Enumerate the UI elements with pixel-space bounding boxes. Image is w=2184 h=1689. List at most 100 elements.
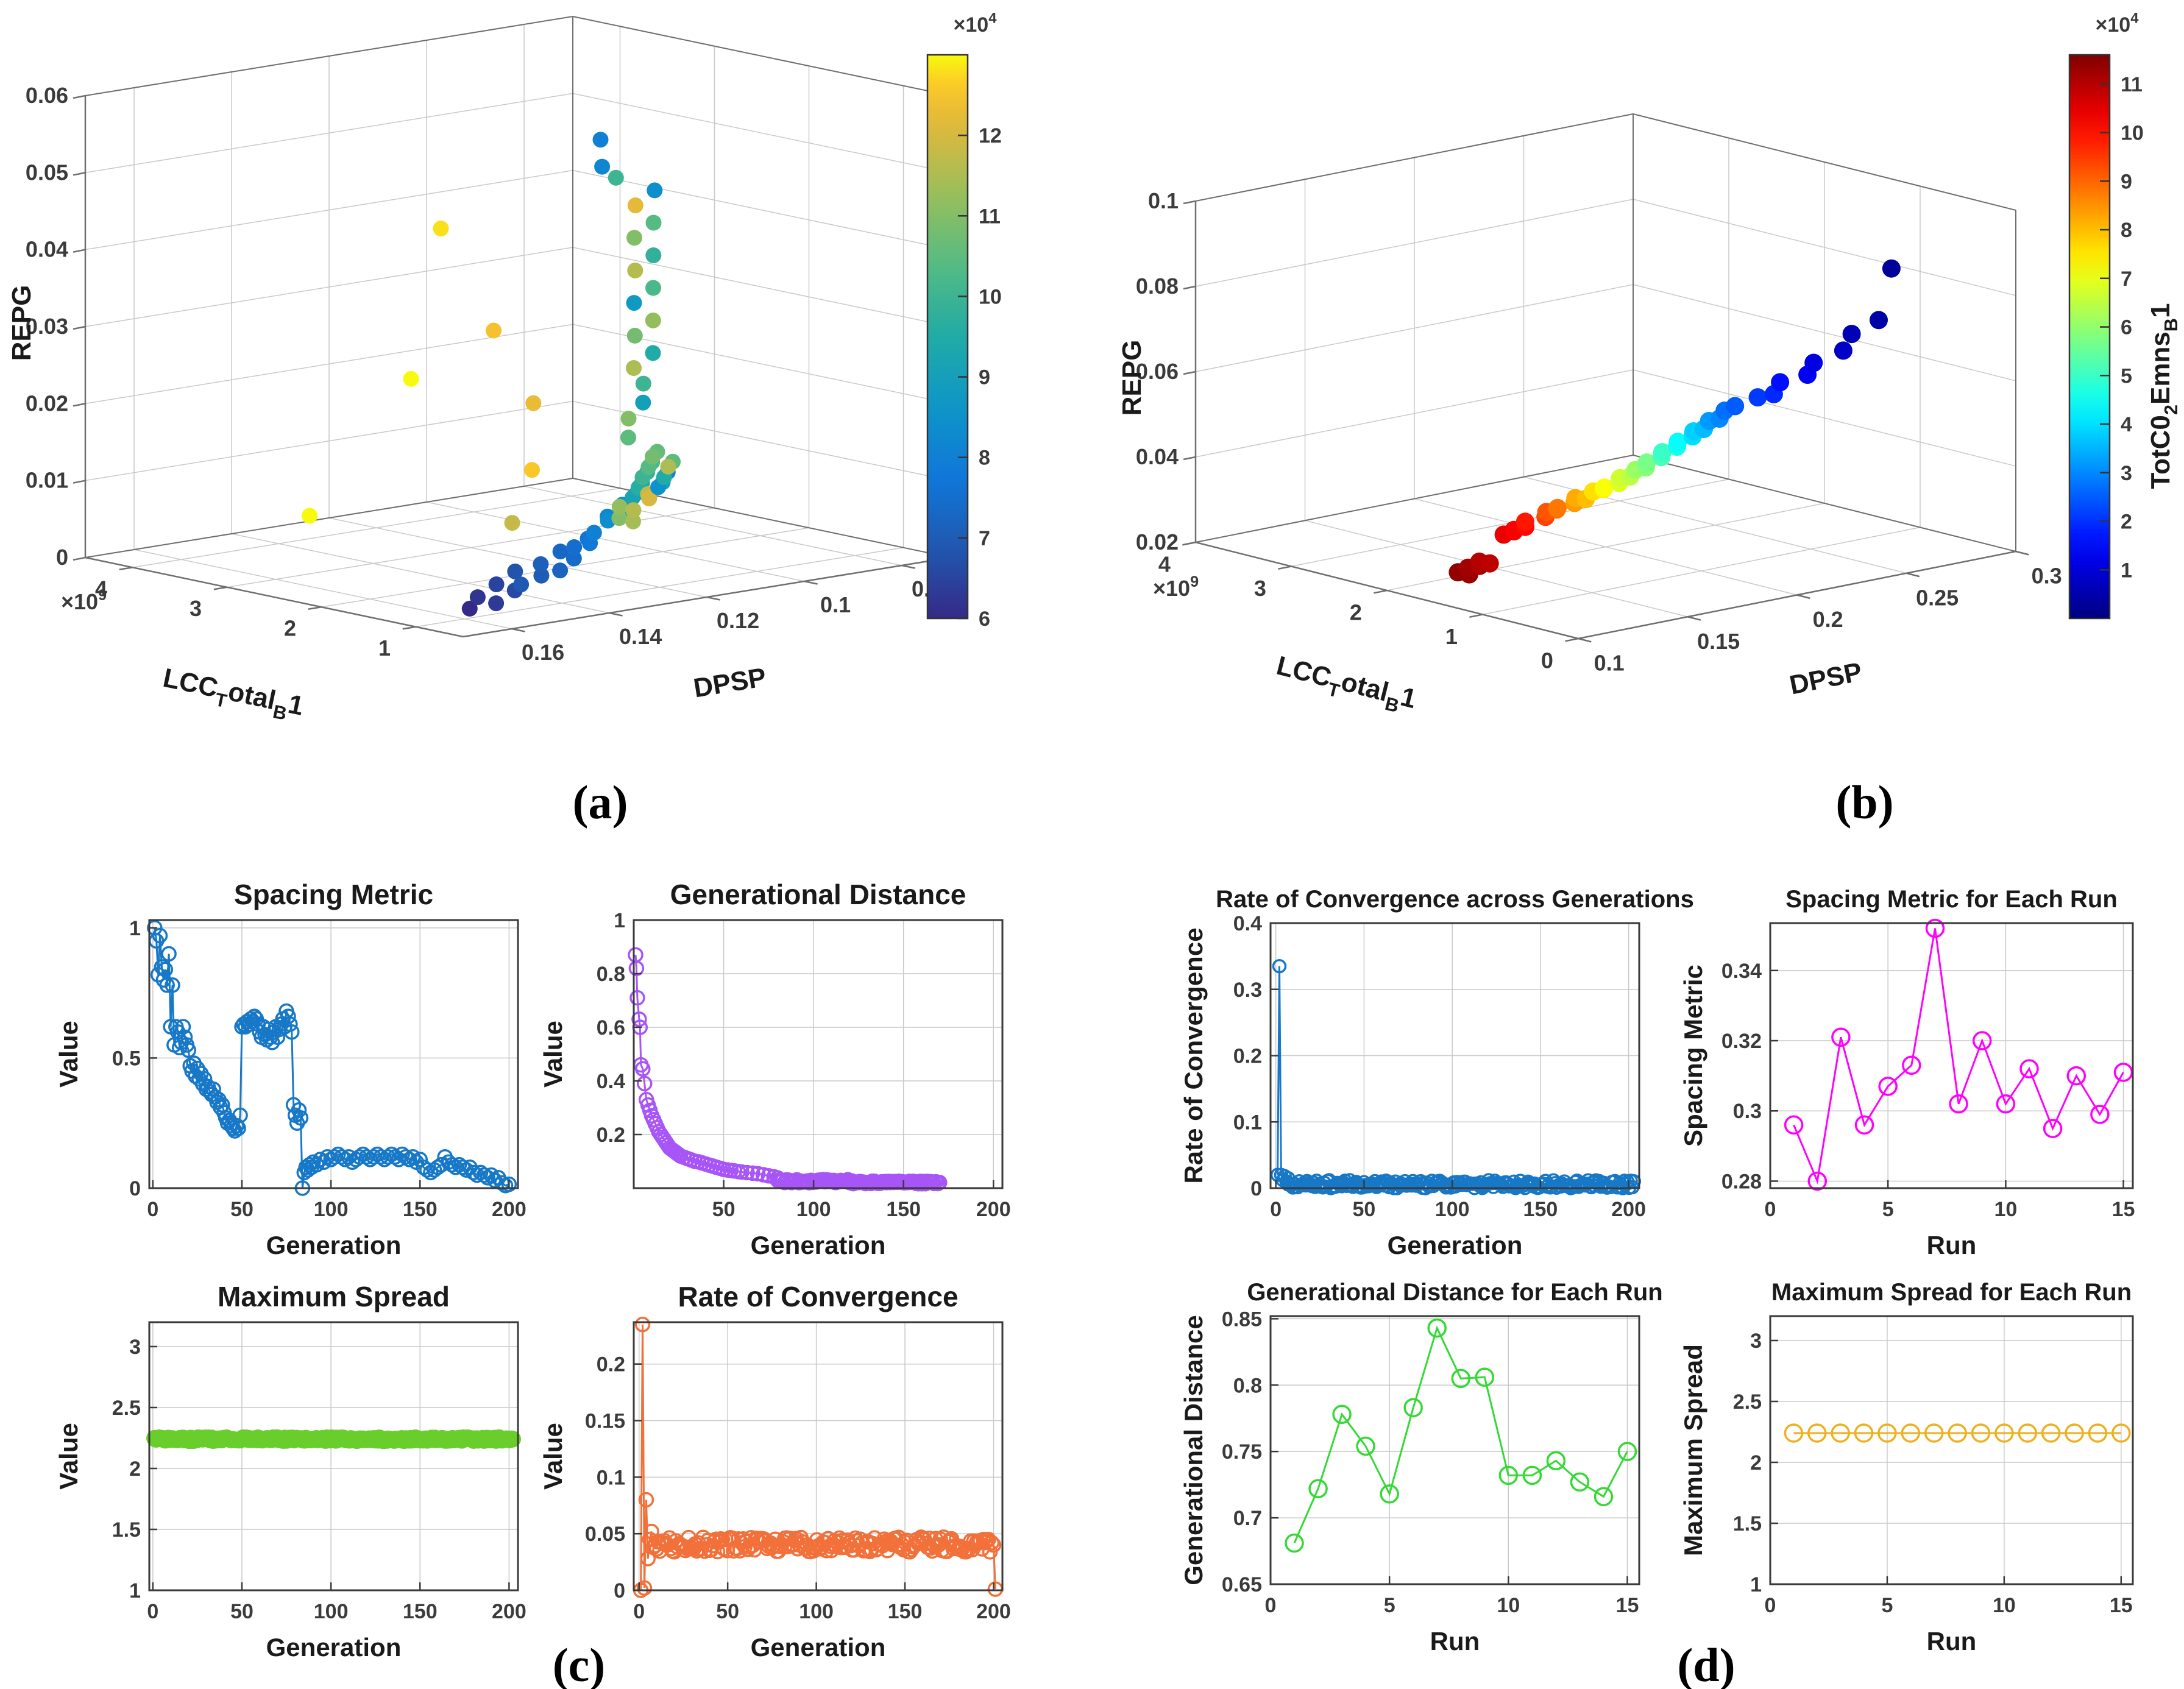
axis-text: ×109 — [1153, 573, 1199, 601]
axis-text: 0.14 — [619, 624, 662, 649]
chart3d-b: 0.10.150.20.250.3012340.020.040.060.080.… — [1117, 10, 2182, 720]
axis-text: LCCTotalB1 — [1272, 651, 1419, 720]
axis-text: Generation — [751, 1231, 886, 1259]
axis-text: 3 — [2121, 462, 2132, 485]
axis-text: 50 — [230, 1198, 254, 1221]
axis-text: 100 — [314, 1198, 349, 1221]
axis-text: 2 — [2121, 511, 2132, 534]
axis-text: 10 — [2121, 122, 2144, 145]
axis-text: Maximum Spread for Each Run — [1771, 1279, 2132, 1306]
axis-text: 100 — [1435, 1198, 1470, 1221]
axis-text: 2 — [284, 615, 296, 640]
axis-text: 0 — [1765, 1198, 1776, 1221]
axis-text: 150 — [888, 1600, 923, 1623]
axis-text: 7 — [2121, 267, 2132, 291]
axis-text: 9 — [979, 366, 990, 389]
axis-text: 1 — [1445, 624, 1458, 649]
axis-text: 0 — [1265, 1594, 1277, 1617]
axis-text: 0.7 — [1233, 1507, 1262, 1530]
axis-text: Maximum Spread — [1679, 1344, 1707, 1556]
axis-text: 0.8 — [597, 963, 625, 986]
axis-text: 0 — [147, 1198, 158, 1221]
axis-text: 0.08 — [1136, 274, 1179, 299]
series-group — [1784, 1423, 2131, 1443]
axis-text: 1 — [378, 636, 391, 660]
axis-text: 0.16 — [522, 640, 564, 665]
axis-text: 0.2 — [597, 1353, 625, 1376]
axis-text: 15 — [1616, 1594, 1639, 1617]
axis-text: 1 — [129, 917, 141, 940]
series-group — [1784, 918, 2133, 1191]
axis-text: 8 — [979, 447, 990, 470]
axis-text: 0.2 — [1813, 607, 1843, 632]
axis-text: 0.02 — [26, 391, 68, 416]
axis-text: 0.34 — [1721, 960, 1762, 983]
axis-text: 3 — [1750, 1330, 1762, 1353]
axis-text: 6 — [2121, 316, 2132, 339]
axis-text: 15 — [2110, 1594, 2133, 1617]
axis-text: Generation — [751, 1633, 886, 1662]
axis-text: 0.06 — [26, 83, 68, 108]
axis-text: 4 — [95, 576, 107, 601]
chart3d-a: 0.160.140.120.10.08123400.010.020.030.04… — [7, 10, 1002, 728]
axis-text: 0.1 — [1233, 1111, 1262, 1134]
axis-text: 0.01 — [26, 468, 68, 493]
axis-text: 50 — [230, 1600, 254, 1623]
axis-text: Generational Distance — [1179, 1315, 1208, 1585]
axis-text: Value — [539, 1423, 567, 1490]
axis-text: 0.4 — [597, 1070, 625, 1093]
axis-text: 1 — [2121, 559, 2132, 582]
axis-text: 0.15 — [585, 1410, 625, 1433]
axis-text: 3 — [1254, 576, 1266, 601]
caption-d: (d) — [1677, 1638, 1736, 1689]
axis-text: 0.32 — [1721, 1030, 1762, 1053]
axis-text: 100 — [799, 1600, 834, 1623]
axis-text: Value — [539, 1021, 567, 1088]
axis-text: 3 — [190, 596, 202, 621]
series-group — [146, 1429, 521, 1450]
axis-text: 150 — [403, 1198, 438, 1221]
axis-text: 0.3 — [2032, 564, 2062, 589]
axis-text: 0 — [1765, 1594, 1776, 1617]
axis-text: 1.5 — [112, 1518, 141, 1542]
axis-text: 0 — [633, 1600, 645, 1623]
axis-text: TotC02EmnsB1 — [2146, 303, 2182, 489]
axis-text: Run — [1927, 1627, 1977, 1655]
axis-text: 150 — [1523, 1198, 1558, 1221]
axis-text: 3 — [129, 1336, 141, 1359]
axis-text: 0.04 — [26, 237, 68, 262]
axis-text: 0.15 — [1697, 629, 1740, 654]
axis-text: 0.05 — [585, 1523, 625, 1546]
axis-text: 0.3 — [1733, 1100, 1762, 1123]
chart-c1: 0 50 100 150 200 0 0.5 1 Spacing Metric Generatio… — [54, 879, 526, 1259]
axis-text: Rate of Convergence — [678, 1281, 958, 1312]
axis-text: DPSP — [692, 662, 768, 704]
axis-text: ×109 — [61, 587, 107, 614]
axis-text: 0.05 — [26, 160, 68, 185]
axis-text: 12 — [979, 124, 1002, 147]
axis-text: 0.1 — [597, 1466, 625, 1489]
chart-c2: 50 100 150 200 0.2 0.4 0.6 0.8 1 Generational Dis… — [539, 879, 1011, 1259]
chart-d4: 0 5 10 15 1 1.5 2 2.5 3 Maximum Spread for Each R… — [1679, 1279, 2134, 1655]
axis-text: 0 — [1250, 1177, 1262, 1200]
axis-text: 50 — [716, 1600, 739, 1623]
axis-text: ×104 — [2096, 10, 2140, 37]
series-group — [628, 947, 948, 1192]
axis-text: 0.28 — [1721, 1170, 1762, 1193]
axis-text: 200 — [492, 1600, 526, 1623]
axis-text: 11 — [2121, 73, 2143, 96]
axis-text: ×104 — [954, 10, 998, 37]
axis-text: 2 — [129, 1457, 141, 1481]
axis-text: 0 — [147, 1600, 158, 1623]
axis-text: 0.1 — [820, 592, 851, 617]
axis-text: Generational Distance — [670, 879, 966, 910]
axis-text: 0.3 — [1233, 979, 1262, 1002]
axis-text: 0 — [1541, 648, 1553, 673]
axis-text: REPG — [1117, 340, 1147, 416]
axis-text: LCCTotalB1 — [159, 663, 306, 728]
axis-text: 200 — [976, 1198, 1011, 1221]
axis-text: 1.5 — [1733, 1512, 1762, 1535]
